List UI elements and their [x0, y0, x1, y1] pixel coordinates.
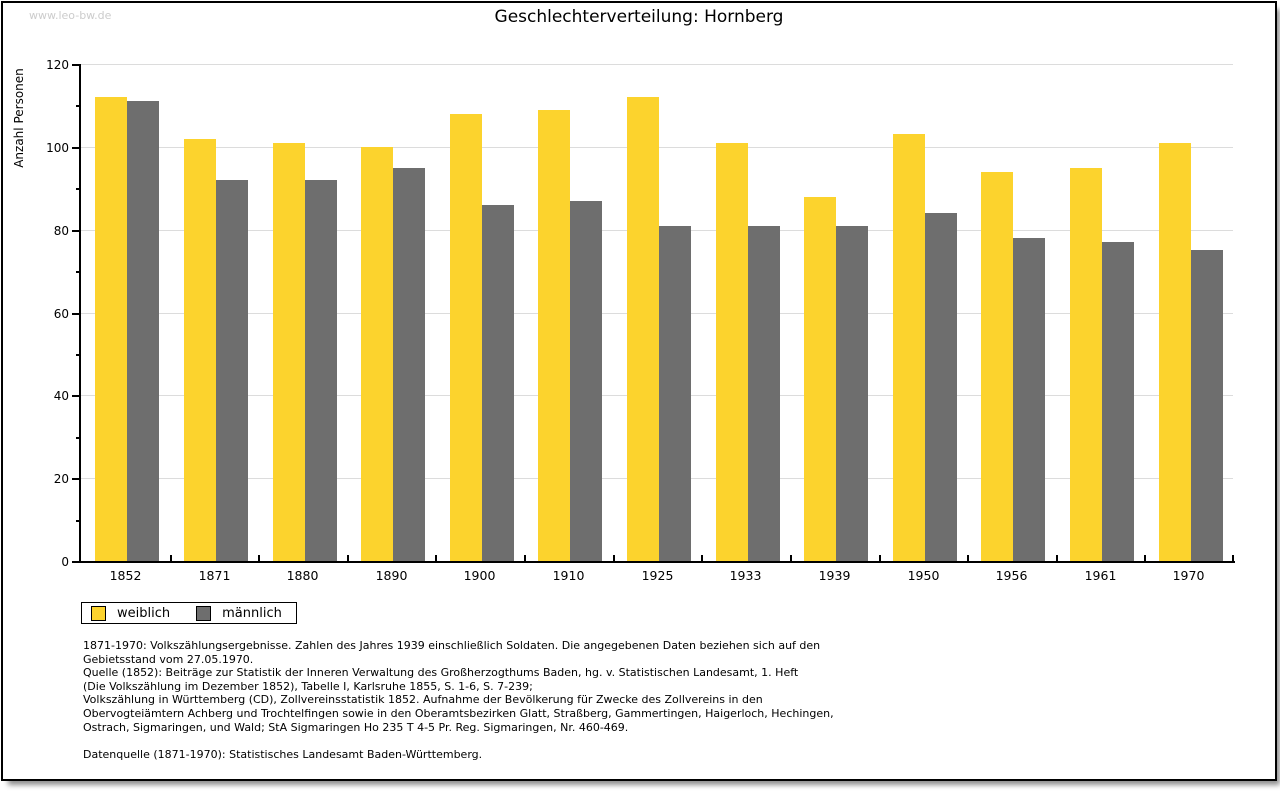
footer-line: (Die Volkszählung im Dezember 1852), Tab…: [83, 679, 533, 693]
x-axis-line: [79, 561, 1235, 563]
y-tick-minor: [76, 437, 81, 439]
bar-männlich-1871: [216, 180, 248, 561]
x-tick: [170, 555, 172, 561]
y-tick-major: [72, 561, 81, 563]
x-tick: [524, 555, 526, 561]
bar-männlich-1880: [305, 180, 337, 561]
bar-männlich-1950: [925, 213, 957, 561]
bar-männlich-1961: [1102, 242, 1134, 561]
x-label-1900: 1900: [463, 568, 496, 583]
x-tick: [1056, 555, 1058, 561]
y-tick-minor: [76, 354, 81, 356]
x-tick: [1232, 555, 1234, 561]
bar-männlich-1925: [659, 226, 691, 561]
bar-weiblich-1880: [273, 143, 305, 561]
x-label-1950: 1950: [907, 568, 940, 583]
y-axis-line: [79, 64, 81, 563]
x-tick: [879, 555, 881, 561]
bar-männlich-1910: [570, 201, 602, 561]
bar-weiblich-1890: [361, 147, 393, 561]
x-label-1880: 1880: [286, 568, 319, 583]
footer-datenquelle: Datenquelle (1871-1970): Statistisches L…: [83, 748, 483, 762]
y-tick-minor: [76, 520, 81, 522]
y-tick-label-100: 100: [46, 141, 69, 155]
x-tick: [435, 555, 437, 561]
y-tick-minor: [76, 271, 81, 273]
y-tick-label-20: 20: [53, 472, 69, 486]
bar-männlich-1939: [836, 226, 868, 561]
footer-line: Quelle (1852): Beiträge zur Statistik de…: [83, 666, 799, 680]
legend: weiblich männlich: [81, 602, 297, 624]
x-label-1961: 1961: [1084, 568, 1117, 583]
y-tick-major: [72, 313, 81, 315]
x-label-1890: 1890: [375, 568, 408, 583]
x-label-1910: 1910: [552, 568, 585, 583]
bar-weiblich-1871: [184, 139, 216, 561]
y-tick-major: [72, 395, 81, 397]
bar-weiblich-1925: [627, 97, 659, 561]
legend-swatch-weiblich: [91, 605, 106, 621]
bar-männlich-1970: [1191, 250, 1223, 561]
bar-weiblich-1939: [804, 197, 836, 561]
footer-notes: 1871-1970: Volkszählungsergebnisse. Zahl…: [83, 639, 834, 762]
bar-männlich-1956: [1013, 238, 1045, 561]
footer-line: Volkszählung in Württemberg (CD), Zollve…: [83, 693, 763, 707]
bar-männlich-1890: [393, 168, 425, 561]
bar-weiblich-1933: [716, 143, 748, 561]
bar-weiblich-1900: [450, 114, 482, 561]
bar-weiblich-1852: [95, 97, 127, 561]
y-axis-label: Anzahl Personen: [12, 68, 26, 168]
footer-line: Ostrach, Sigmaringen, und Wald; StA Sigm…: [83, 720, 629, 734]
y-tick-label-80: 80: [53, 224, 69, 238]
bar-weiblich-1910: [538, 110, 570, 561]
y-tick-label-120: 120: [46, 58, 69, 72]
y-tick-major: [72, 64, 81, 66]
y-tick-major: [72, 478, 81, 480]
x-tick: [347, 555, 349, 561]
x-label-1933: 1933: [729, 568, 762, 583]
y-tick-minor: [76, 188, 81, 190]
bar-männlich-1900: [482, 205, 514, 561]
footer-line: Obervogteiämtern Achberg und Trochtelfin…: [83, 706, 834, 720]
x-label-1970: 1970: [1172, 568, 1205, 583]
x-label-1925: 1925: [641, 568, 674, 583]
page-title: Geschlechterverteilung: Hornberg: [494, 7, 784, 27]
footer-spacer: [83, 734, 834, 748]
x-label-1871: 1871: [198, 568, 231, 583]
y-tick-minor: [76, 105, 81, 107]
footer-line: 1871-1970: Volkszählungsergebnisse. Zahl…: [83, 639, 821, 652]
gridline-120: [81, 64, 1233, 65]
x-label-1939: 1939: [818, 568, 851, 583]
bar-weiblich-1970: [1159, 143, 1191, 561]
legend-swatch-maennlich: [196, 605, 212, 621]
x-label-1956: 1956: [995, 568, 1028, 583]
legend-label-maennlich: männlich: [222, 605, 282, 621]
bar-weiblich-1950: [893, 134, 925, 561]
bar-weiblich-1956: [981, 172, 1013, 561]
y-tick-label-40: 40: [53, 389, 69, 403]
y-tick-major: [72, 147, 81, 149]
bar-weiblich-1961: [1070, 168, 1102, 561]
y-tick-label-60: 60: [53, 307, 69, 321]
watermark: www.leo-bw.de: [29, 9, 112, 22]
x-tick: [613, 555, 615, 561]
x-tick: [701, 555, 703, 561]
bar-männlich-1852: [127, 101, 159, 561]
y-tick-major: [72, 230, 81, 232]
x-tick: [967, 555, 969, 561]
x-tick: [1144, 555, 1146, 561]
footer-line: Gebietsstand vom 27.05.1970.: [83, 652, 254, 666]
x-tick: [258, 555, 260, 561]
bar-männlich-1933: [748, 226, 780, 561]
x-tick: [790, 555, 792, 561]
y-tick-label-0: 0: [61, 555, 69, 569]
legend-label-weiblich: weiblich: [117, 605, 171, 621]
x-label-1852: 1852: [109, 568, 142, 583]
